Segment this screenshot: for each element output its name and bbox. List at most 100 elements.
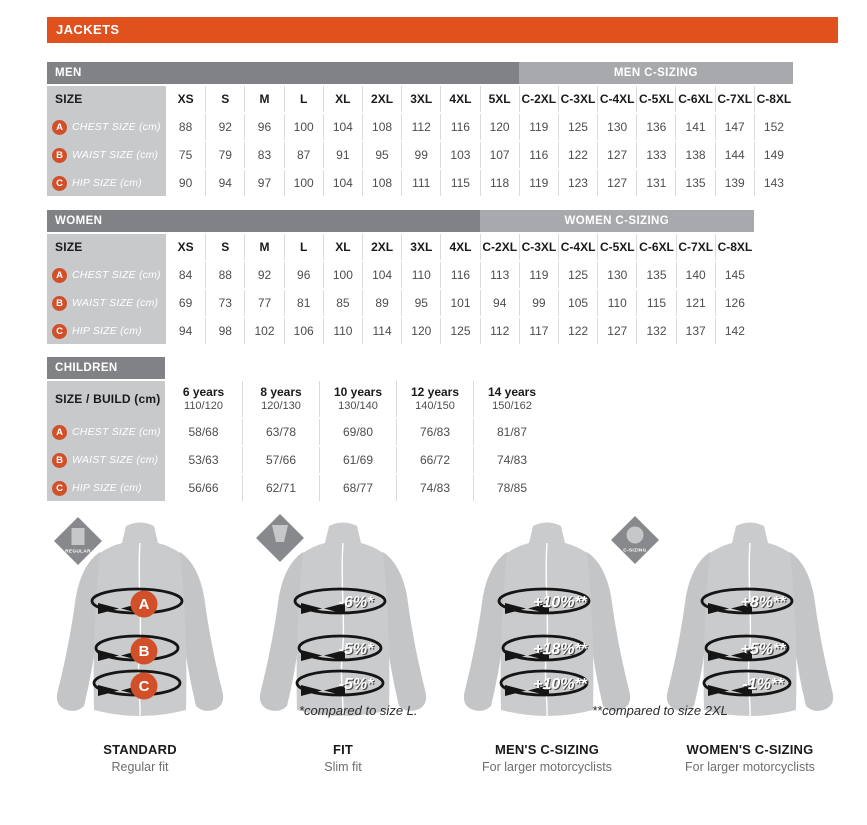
svg-text:-5%*: -5%* bbox=[339, 641, 374, 658]
size-value-cell: 122 bbox=[557, 142, 598, 168]
jacket-silhouette: A B C bbox=[56, 522, 224, 720]
column-header-label: 3XL bbox=[410, 91, 433, 106]
column-header: M bbox=[244, 86, 284, 112]
svg-text:B: B bbox=[139, 643, 150, 660]
column-header: C-6XL bbox=[636, 234, 676, 260]
column-header: 5XL bbox=[479, 86, 519, 112]
size-value-cell: 108 bbox=[361, 114, 402, 140]
column-header: C-2XL bbox=[479, 234, 519, 260]
svg-text:A: A bbox=[139, 596, 150, 613]
column-header: C-2XL bbox=[518, 86, 558, 112]
column-header: C-6XL bbox=[675, 86, 715, 112]
svg-text:C: C bbox=[139, 678, 150, 695]
size-value-cell: 63/78 bbox=[242, 419, 319, 445]
column-header: XS bbox=[166, 234, 206, 260]
column-header: C-8XL bbox=[714, 234, 754, 260]
measurement-row-label: A CHEST SIZE (cm) bbox=[47, 114, 166, 140]
column-header: C-4XL bbox=[558, 234, 598, 260]
women-size-table: WOMEN WOMEN C-SIZING SIZE XS S M L XL 2XL 3XL 4XL C… bbox=[47, 210, 754, 344]
measurement-row-label-text: WAIST SIZE (cm) bbox=[72, 149, 159, 161]
size-value-cell: 108 bbox=[361, 170, 402, 196]
column-header-label: C-4XL bbox=[560, 239, 596, 254]
jacket-silhouette: +8%**+8%**+5%**+5%**-1%**-1%** bbox=[666, 522, 834, 720]
size-value-cell: 90 bbox=[166, 170, 206, 196]
column-header-label: 12 years bbox=[410, 384, 460, 399]
size-value-cell: 113 bbox=[479, 262, 519, 288]
size-value-cell: 89 bbox=[362, 290, 402, 316]
size-value-cell: 125 bbox=[440, 318, 480, 344]
measurement-row-label-text: WAIST SIZE (cm) bbox=[72, 297, 159, 309]
measurement-row-label: C HIP SIZE (cm) bbox=[47, 475, 165, 501]
column-header-label: L bbox=[300, 239, 308, 254]
column-header-label: C-2XL bbox=[521, 91, 557, 106]
column-header-label: 2XL bbox=[371, 239, 394, 254]
column-header: 6 years 110/120 bbox=[165, 381, 242, 417]
column-header: 10 years 130/140 bbox=[319, 381, 396, 417]
column-header-label: 4XL bbox=[449, 91, 472, 106]
size-value-cell: 94 bbox=[479, 290, 519, 316]
column-header-label: 8 years bbox=[260, 384, 302, 399]
c-sizing-badge-icon: C-SIZING bbox=[610, 515, 660, 570]
column-header: XL bbox=[322, 86, 362, 112]
header-filler bbox=[165, 357, 550, 379]
size-value-cell: 137 bbox=[675, 318, 715, 344]
size-value-cell: 95 bbox=[401, 290, 441, 316]
measurement-row-label: C HIP SIZE (cm) bbox=[47, 318, 166, 344]
size-value-cell: 147 bbox=[714, 114, 754, 140]
column-header: L bbox=[283, 234, 323, 260]
column-header-label: C-4XL bbox=[599, 91, 635, 106]
size-value-cell: 69/80 bbox=[319, 419, 396, 445]
column-header: C-5XL bbox=[636, 86, 676, 112]
size-value-cell: 101 bbox=[440, 290, 480, 316]
size-value-cell: 125 bbox=[557, 114, 598, 140]
column-header-label: C-7XL bbox=[717, 91, 753, 106]
size-value-cell: 92 bbox=[205, 114, 245, 140]
column-header: S bbox=[205, 86, 245, 112]
size-value-cell: 104 bbox=[322, 170, 362, 196]
column-header: XS bbox=[166, 86, 206, 112]
size-value-cell: 125 bbox=[558, 262, 598, 288]
size-value-cell: 85 bbox=[322, 290, 362, 316]
column-header: C-4XL bbox=[597, 86, 637, 112]
column-header: C-8XL bbox=[753, 86, 793, 112]
svg-text:+8%**: +8%** bbox=[741, 594, 787, 611]
size-value-cell: 112 bbox=[401, 114, 441, 140]
size-value-cell: 81/87 bbox=[473, 419, 550, 445]
column-header: 12 years 140/150 bbox=[396, 381, 473, 417]
size-value-cell: 131 bbox=[636, 170, 676, 196]
figure-caption: FIT Slim fit bbox=[243, 742, 443, 774]
measurement-row-label: B WAIST SIZE (cm) bbox=[47, 290, 166, 316]
jacket-silhouette: +10%**+10%**+18%**+18%**+10%**+10%** bbox=[463, 522, 631, 720]
column-header-label: C-5XL bbox=[639, 91, 674, 106]
size-value-cell: 88 bbox=[205, 262, 245, 288]
svg-text:+8%**: +8%** bbox=[742, 595, 788, 612]
size-value-cell: 127 bbox=[597, 142, 637, 168]
svg-text:+5%**: +5%** bbox=[741, 641, 787, 658]
size-value-cell: 116 bbox=[518, 142, 558, 168]
figure-subtitle: Regular fit bbox=[111, 760, 169, 774]
figure-mens-c-sizing: +10%** +10%** +18%** +18%** +10%** +10%** MEN… bbox=[447, 512, 647, 802]
column-header: C-7XL bbox=[714, 86, 754, 112]
svg-text:-5%*: -5%* bbox=[340, 642, 375, 659]
size-value-cell: 110 bbox=[322, 318, 362, 344]
size-value-cell: 104 bbox=[362, 262, 402, 288]
column-header: XL bbox=[322, 234, 362, 260]
size-value-cell: 102 bbox=[244, 318, 284, 344]
size-value-cell: 106 bbox=[283, 318, 323, 344]
column-header: M bbox=[244, 234, 284, 260]
figure-womens-c-sizing: +8%** +8%** +5%** +5%** -1%** -1%** WOMEN'S C… bbox=[650, 512, 850, 802]
size-value-cell: 74/83 bbox=[396, 475, 473, 501]
column-header-label: C-2XL bbox=[482, 239, 518, 254]
size-value-cell: 100 bbox=[322, 262, 362, 288]
column-header-label: 3XL bbox=[410, 239, 433, 254]
measurement-marker: B bbox=[52, 147, 67, 163]
column-header-build: 140/150 bbox=[415, 399, 455, 412]
column-header: C-5XL bbox=[597, 234, 637, 260]
jacket-silhouette: -6%*-6%*-5%*-5%*-5%*-5%* bbox=[259, 522, 427, 720]
column-header: 3XL bbox=[401, 86, 441, 112]
measurement-row-label: C HIP SIZE (cm) bbox=[47, 170, 166, 196]
fit-comparison-note: *compared to size L. bbox=[299, 703, 418, 718]
size-value-cell: 83 bbox=[244, 142, 284, 168]
size-value-cell: 73 bbox=[205, 290, 245, 316]
